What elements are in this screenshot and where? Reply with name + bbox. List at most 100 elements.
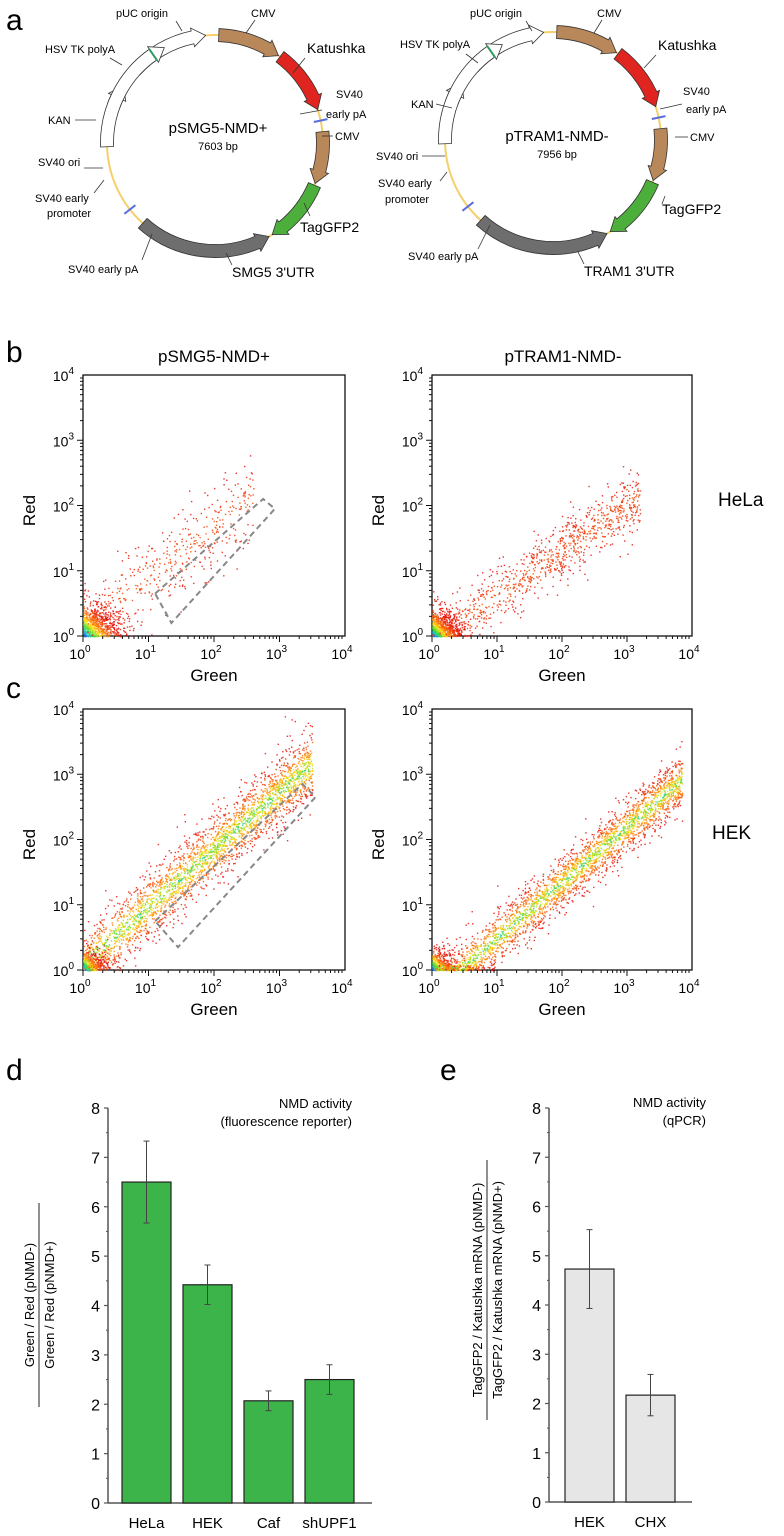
scatter-point bbox=[136, 904, 139, 906]
scatter-point bbox=[607, 533, 609, 535]
scatter-point bbox=[300, 798, 303, 800]
scatter-point bbox=[176, 867, 178, 870]
scatter-point bbox=[547, 558, 550, 560]
scatter-point bbox=[106, 956, 109, 958]
scatter-point bbox=[197, 876, 199, 879]
utr-arc bbox=[137, 217, 270, 258]
scatter-point bbox=[568, 555, 571, 557]
scatter-point bbox=[189, 490, 191, 492]
scatter-point bbox=[253, 836, 255, 839]
scatter-point bbox=[116, 615, 118, 618]
scatter-point bbox=[105, 618, 108, 620]
scatter-point bbox=[445, 633, 447, 635]
scatter-point bbox=[182, 877, 184, 880]
scatter-point bbox=[83, 632, 86, 634]
scatter-point bbox=[290, 786, 292, 789]
scatter-point bbox=[437, 626, 439, 628]
scatter-point bbox=[147, 910, 149, 913]
scatter-point bbox=[218, 825, 220, 827]
scatter-point bbox=[538, 575, 541, 578]
scatter-point bbox=[583, 552, 585, 554]
scatter-point bbox=[305, 752, 307, 754]
scatter-point bbox=[97, 947, 99, 949]
scatter-point bbox=[275, 803, 277, 806]
scatter-point bbox=[157, 929, 159, 932]
scatter-point bbox=[173, 885, 175, 887]
scatter-point bbox=[532, 573, 534, 575]
scatter-point bbox=[459, 633, 461, 635]
scatter-point bbox=[529, 578, 531, 580]
scatter-point bbox=[211, 844, 213, 846]
scatter-point bbox=[92, 956, 94, 959]
scatter-point bbox=[151, 593, 153, 595]
scatter-point bbox=[595, 532, 598, 534]
scatter-point bbox=[219, 810, 221, 813]
scatter-point bbox=[109, 616, 111, 618]
scatter-point bbox=[523, 553, 525, 555]
scatter-point bbox=[136, 591, 139, 594]
scatter-point bbox=[189, 895, 191, 897]
scatter-point bbox=[255, 829, 257, 832]
scatter-point bbox=[266, 789, 268, 792]
scatter-point bbox=[279, 792, 281, 795]
scatter-point bbox=[480, 594, 482, 596]
scatter-point bbox=[193, 540, 196, 542]
scatter-point bbox=[457, 608, 459, 610]
scatter-point bbox=[119, 967, 122, 969]
scatter-point bbox=[555, 552, 558, 555]
scatter-point bbox=[174, 545, 176, 548]
scatter-point bbox=[508, 593, 510, 595]
scatter-point bbox=[119, 597, 121, 600]
scatter-point bbox=[626, 517, 628, 519]
scatter-point bbox=[473, 599, 476, 601]
scatter-point bbox=[117, 631, 119, 634]
scatter-point bbox=[204, 869, 206, 871]
scatter-point bbox=[91, 962, 93, 964]
scatter-point bbox=[125, 583, 128, 586]
scatter-point bbox=[120, 574, 123, 576]
scatter-point bbox=[161, 897, 164, 900]
scatter-point bbox=[499, 600, 501, 602]
scatter-point bbox=[175, 575, 178, 577]
scatter-point bbox=[115, 611, 117, 613]
scatter-point bbox=[114, 615, 116, 617]
label-hsv-polya: HSV TK polyA bbox=[45, 44, 116, 56]
scatter-point bbox=[95, 613, 98, 615]
scatter-point bbox=[626, 513, 628, 516]
scatter-point bbox=[97, 606, 100, 608]
scatter-point bbox=[277, 790, 279, 792]
scatter-point bbox=[127, 615, 130, 618]
scatter-point bbox=[605, 520, 607, 522]
scatter-point bbox=[286, 840, 289, 842]
scatter-point bbox=[440, 621, 443, 623]
scatter-point bbox=[207, 852, 209, 854]
scatter-point bbox=[481, 583, 483, 585]
scatter-point bbox=[528, 552, 531, 554]
scatter-point bbox=[565, 545, 568, 547]
scatter-point bbox=[309, 755, 312, 757]
scatter-point bbox=[267, 766, 269, 768]
scatter-point bbox=[439, 620, 442, 622]
scatter-point bbox=[576, 542, 579, 544]
scatter-point bbox=[305, 762, 308, 764]
scatter-point bbox=[199, 870, 201, 873]
scatter-point bbox=[606, 483, 609, 485]
scatter-point bbox=[181, 865, 184, 868]
scatter-point bbox=[199, 857, 201, 859]
gate-polygon[interactable] bbox=[153, 497, 277, 625]
scatter-point bbox=[134, 933, 136, 935]
scatter-point bbox=[622, 511, 625, 513]
scatter-point bbox=[631, 531, 633, 534]
scatter-point bbox=[211, 855, 213, 857]
scatter-point bbox=[508, 580, 510, 583]
scatter-point bbox=[130, 575, 132, 577]
scatter-point bbox=[118, 957, 121, 959]
scatter-point bbox=[277, 743, 279, 745]
scatter-point bbox=[199, 561, 201, 564]
scatter-point bbox=[133, 891, 135, 893]
scatter-point bbox=[127, 910, 129, 912]
scatter-point bbox=[432, 626, 434, 628]
scatter-point bbox=[248, 484, 250, 486]
scatter-point bbox=[618, 521, 620, 524]
